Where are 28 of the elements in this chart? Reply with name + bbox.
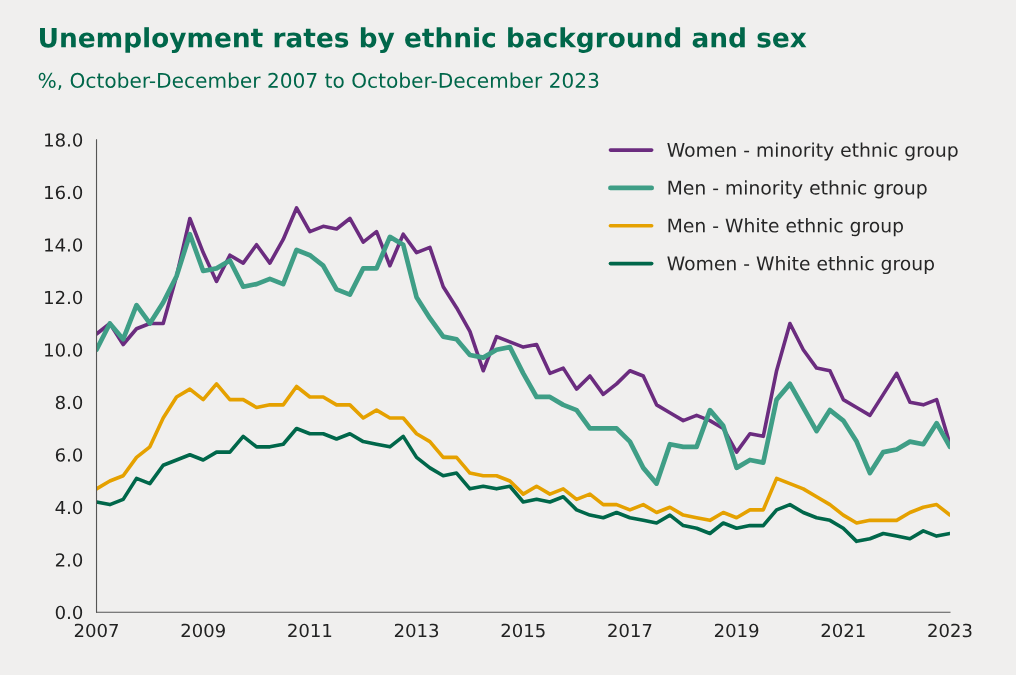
x-tick-label: 2015 [501,623,545,638]
chart-title: Unemployment rates by ethnic background and sex [40,27,807,53]
x-tick-label: 2021 [821,623,865,638]
legend-label: Men - White ethnic group [668,218,903,237]
y-tick-label: 4.0 [55,500,83,515]
x-tick-label: 2017 [608,623,652,638]
legend-label: Women - minority ethnic group [667,142,958,161]
legend-label: Women - White ethnic group [667,255,934,275]
x-tick-label: 2019 [714,623,759,638]
chart-subtitle: %, October-December 2007 to October-December 2023 [38,72,599,91]
x-tick-label: 2007 [74,623,118,638]
x-tick-label: 2023 [928,623,972,638]
y-tick-label: 10.0 [45,343,83,357]
y-tick-label: 16.0 [45,185,83,200]
y-tick-label: 12.0 [45,290,83,305]
y-tick-label: 18.0 [45,133,83,147]
y-tick-label: 14.0 [45,238,83,252]
line-series [96,426,950,544]
line-series [96,382,950,525]
legend-label: Men - minority ethnic group [668,180,927,199]
y-tick-label: 6.0 [55,448,83,462]
y-tick-label: 2.0 [55,553,83,567]
line-series [96,206,950,454]
y-tick-label: 0.0 [55,605,83,620]
x-tick-label: 2011 [288,623,332,638]
x-tick-label: 2013 [394,623,439,638]
x-tick-label: 2009 [181,623,225,638]
y-tick-label: 8.0 [55,395,83,410]
